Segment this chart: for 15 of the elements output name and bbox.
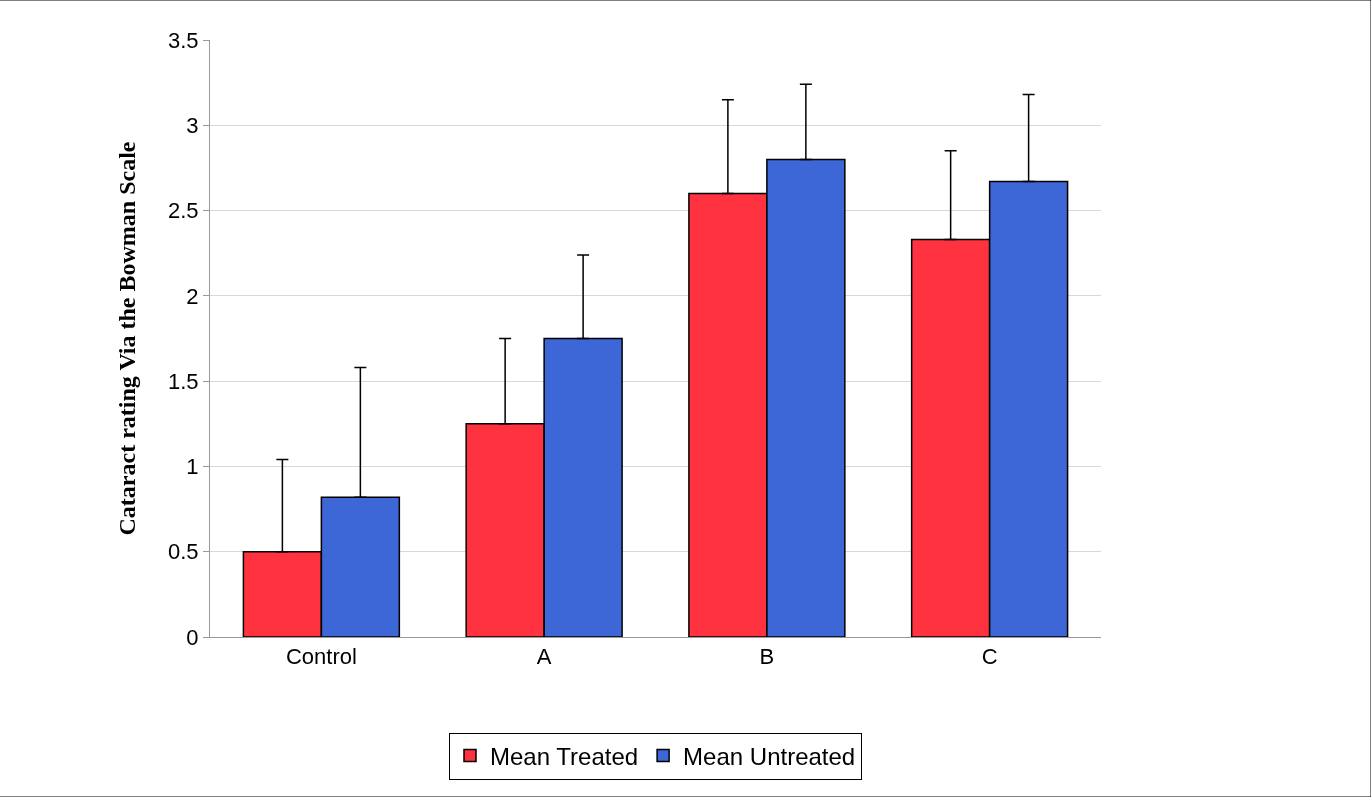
y-tick-label: 2.5 [168, 198, 199, 224]
legend-label: Mean Treated [490, 742, 639, 770]
y-tick-label: 0.5 [168, 539, 199, 565]
y-tick-label: 2 [186, 283, 199, 309]
y-tick-label: 3.5 [168, 27, 199, 53]
x-tick-label: Control [285, 644, 357, 670]
x-tick-label: A [536, 644, 552, 670]
legend-label: Mean Untreated [683, 742, 856, 770]
y-tick-label: 1 [186, 454, 199, 480]
y-axis-title: Cataract rating Via the Bowman Scale [114, 141, 141, 536]
y-tick-label: 3 [186, 112, 199, 138]
y-tick-label: 1.5 [168, 368, 199, 394]
y-tick-label: 0 [186, 624, 199, 650]
x-tick-label: B [759, 644, 775, 670]
x-tick-label: C [981, 644, 998, 670]
